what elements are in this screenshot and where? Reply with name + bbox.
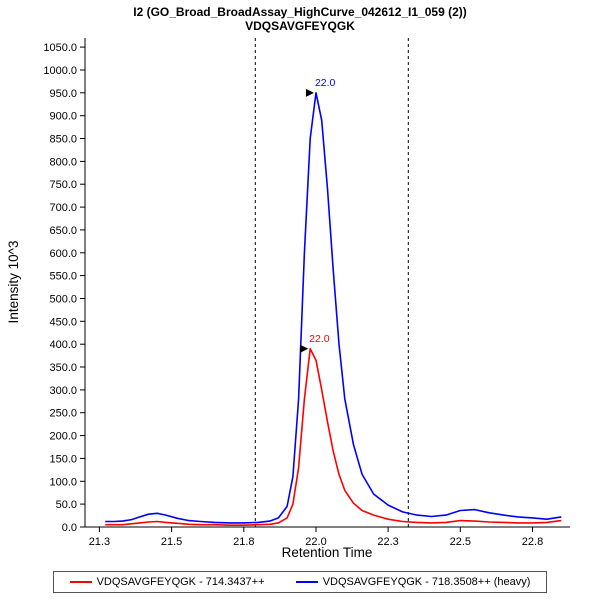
y-tick-label: 450.0 [49,316,77,328]
peak-rt-annotation: 22.0 [315,77,336,89]
x-tick-label: 21.8 [233,536,254,548]
y-tick-label: 850.0 [49,134,77,146]
y-tick-label: 600.0 [49,248,77,260]
y-tick-label: 950.0 [49,88,77,100]
y-tick-label: 650.0 [49,225,77,237]
x-axis-title: Retention Time [282,545,373,560]
chromatogram-trace-light [105,347,562,527]
y-tick-label: 300.0 [49,385,77,397]
peak-apex-marker [300,344,309,353]
y-tick-label: 200.0 [49,431,77,443]
legend-swatch-heavy [295,581,318,583]
x-tick-label: 22.8 [522,536,543,548]
legend: VDQSAVGFEYQGK - 714.3437++ VDQSAVGFEYQGK… [53,571,547,593]
y-tick-label: 50.0 [56,499,77,511]
peak-rt-annotation: 22.0 [309,333,330,345]
legend-label-light: VDQSAVGFEYQGK - 714.3437++ [96,576,265,588]
legend-label-heavy: VDQSAVGFEYQGK - 718.3508++ (heavy) [322,576,531,588]
y-tick-label: 250.0 [49,408,77,420]
y-tick-label: 500.0 [49,294,77,306]
peak-apex-marker [305,88,314,97]
chart-title: I2 (GO_Broad_BroadAssay_HighCurve_042612… [133,5,467,19]
x-tick-label: 22.3 [377,536,398,548]
y-tick-label: 700.0 [49,202,77,214]
y-tick-label: 1000.0 [43,65,77,77]
chart-subtitle: VDQSAVGFEYQGK [245,19,355,33]
chromatogram-trace-heavy [105,92,562,524]
legend-swatch-light [69,581,92,583]
legend-item-light: VDQSAVGFEYQGK - 714.3437++ [69,576,265,588]
y-tick-label: 900.0 [49,111,77,123]
y-tick-label: 350.0 [49,362,77,374]
y-tick-label: 150.0 [49,453,77,465]
y-tick-label: 550.0 [49,271,77,283]
y-tick-label: 750.0 [49,179,77,191]
x-tick-label: 21.3 [89,536,110,548]
y-tick-label: 1050.0 [43,42,77,54]
y-tick-label: 0.0 [62,522,77,534]
legend-item-heavy: VDQSAVGFEYQGK - 718.3508++ (heavy) [295,576,531,588]
y-tick-label: 800.0 [49,156,77,168]
y-tick-label: 400.0 [49,339,77,351]
y-axis-title: Intensity 10^3 [6,241,21,324]
x-tick-label: 22.0 [305,536,326,548]
x-tick-label: 22.5 [450,536,471,548]
x-tick-label: 21.5 [161,536,182,548]
y-tick-label: 100.0 [49,476,77,488]
